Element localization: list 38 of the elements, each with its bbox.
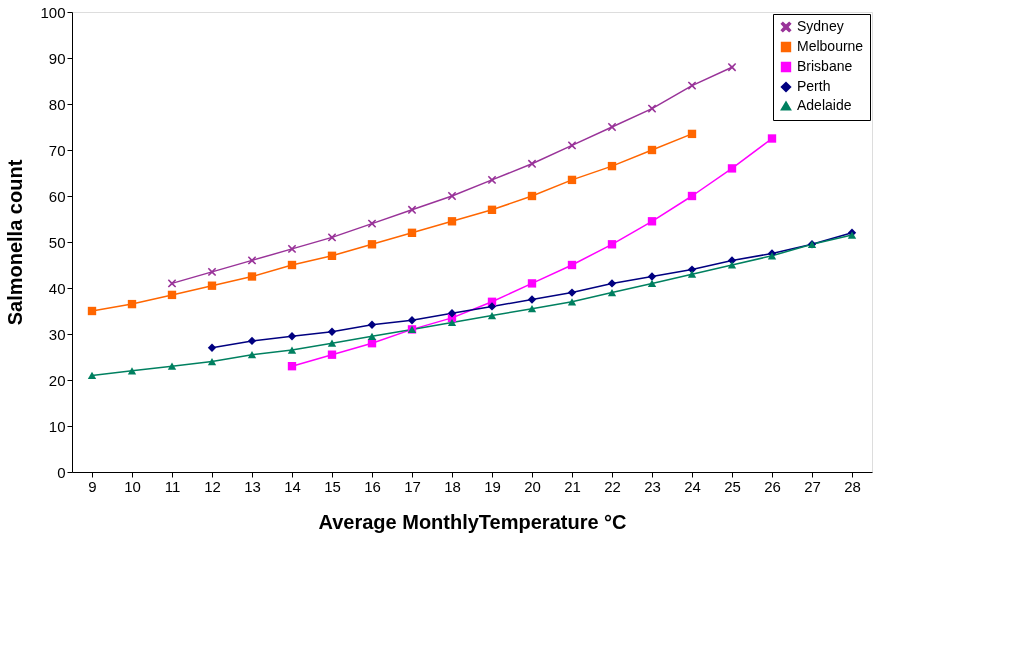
y-tick-label: 90	[48, 49, 66, 67]
x-tick-label: 17	[404, 477, 421, 495]
y-tick-label: 40	[48, 279, 66, 297]
x-tick-label: 23	[644, 477, 661, 495]
y-tick-label: 60	[48, 187, 66, 205]
legend-label: Adelaide	[797, 97, 852, 113]
x-tick-label: 22	[604, 477, 621, 495]
x-tick-label: 12	[204, 477, 221, 495]
x-tick-label: 18	[444, 477, 461, 495]
y-tick-label: 70	[48, 141, 66, 159]
x-tick-label: 27	[804, 477, 821, 495]
x-tick-label: 25	[724, 477, 741, 495]
x-tick-label: 21	[564, 477, 581, 495]
legend-label: Brisbane	[797, 58, 853, 74]
x-tick-label: 24	[684, 477, 701, 495]
x-tick-label: 26	[764, 477, 781, 495]
y-tick-label: 50	[48, 233, 66, 251]
legend-label: Melbourne	[797, 38, 864, 54]
y-tick-label: 10	[48, 417, 66, 435]
x-tick-label: 10	[124, 477, 141, 495]
legend-label: Sydney	[797, 18, 844, 34]
y-tick-label: 20	[48, 371, 66, 389]
x-tick-label: 20	[524, 477, 541, 495]
y-tick-label: 30	[48, 325, 66, 343]
y-tick-label: 80	[48, 95, 66, 113]
x-tick-label: 16	[364, 477, 381, 495]
legend-label: Perth	[797, 78, 831, 94]
y-tick-label: 0	[57, 463, 66, 481]
x-tick-label: 19	[484, 477, 501, 495]
y-tick-label: 100	[40, 3, 66, 21]
x-tick-label: 15	[324, 477, 341, 495]
y-axis-title: Salmonella count	[4, 159, 27, 326]
x-tick-label: 14	[284, 477, 301, 495]
x-tick-label: 13	[244, 477, 261, 495]
x-axis-title: Average MonthlyTemperature °C	[318, 510, 627, 533]
x-tick-label: 11	[164, 477, 181, 495]
x-tick-label: 9	[88, 477, 97, 495]
x-tick-label: 28	[844, 477, 861, 495]
